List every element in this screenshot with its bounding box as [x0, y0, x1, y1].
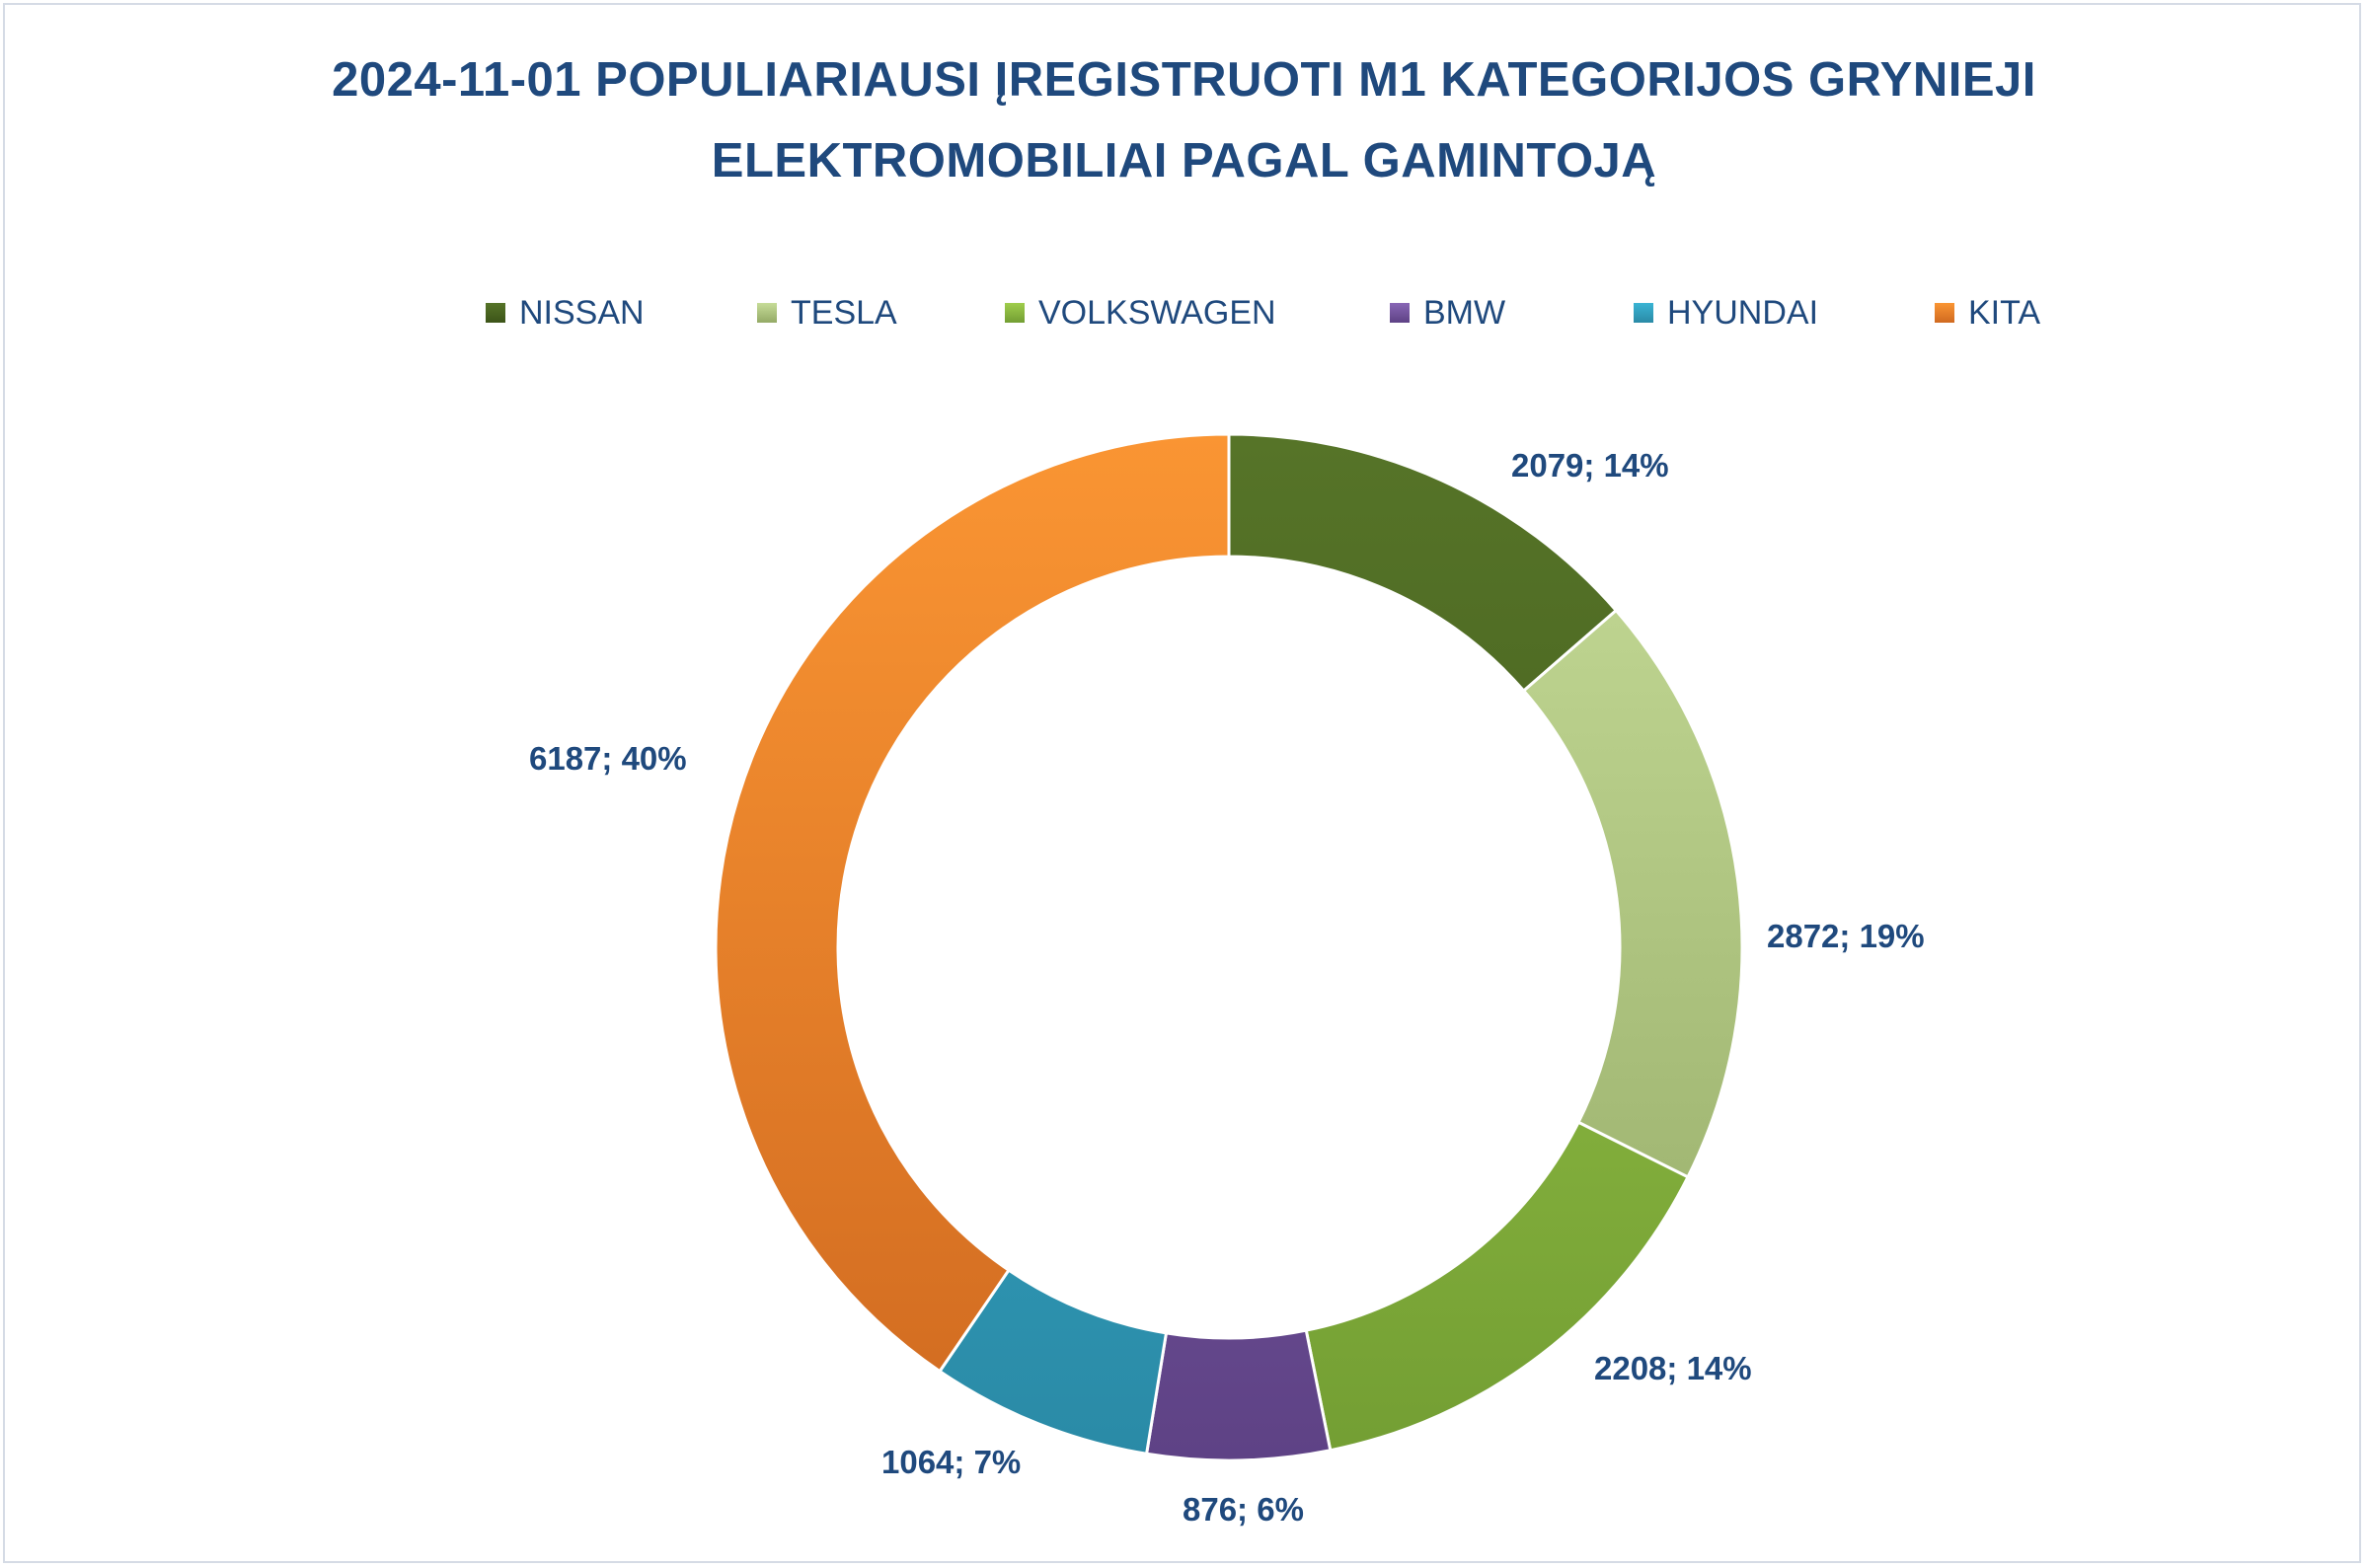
- legend-label-tesla: TESLA: [791, 293, 897, 332]
- legend-label-kita: KITA: [1968, 293, 2041, 332]
- data-label-nissan: 2079; 14%: [1511, 447, 1669, 484]
- legend-item-nissan: NISSAN: [486, 288, 645, 337]
- legend-item-kita: KITA: [1935, 288, 2040, 337]
- chart-title: 2024-11-01 POPULIARIAUSI ĮREGISTRUOTI M1…: [0, 39, 2368, 201]
- slice-bmw: [1144, 1328, 1333, 1462]
- doughnut-slices: [714, 432, 1744, 1462]
- chart-frame: [3, 3, 2361, 1563]
- chart-title-line-1: 2024-11-01 POPULIARIAUSI ĮREGISTRUOTI M1…: [332, 53, 2036, 107]
- legend-swatch-nissan: [486, 303, 505, 323]
- data-label-kita: 6187; 40%: [529, 740, 687, 777]
- legend-item-bmw: BMW: [1390, 288, 1505, 337]
- legend-swatch-bmw: [1390, 303, 1410, 323]
- data-label-bmw: 876; 6%: [1183, 1491, 1304, 1528]
- legend-swatch-tesla: [757, 303, 777, 323]
- data-label-tesla: 2872; 19%: [1767, 918, 1925, 954]
- legend-label-hyundai: HYUNDAI: [1667, 293, 1819, 332]
- legend-label-bmw: BMW: [1423, 293, 1506, 332]
- chart-title-line-2: ELEKTROMOBILIAI PAGAL GAMINTOJĄ: [711, 134, 1657, 187]
- legend-swatch-hyundai: [1634, 303, 1653, 323]
- legend-swatch-volkswagen: [1005, 303, 1025, 323]
- legend-label-nissan: NISSAN: [519, 293, 645, 332]
- legend-label-volkswagen: VOLKSWAGEN: [1038, 293, 1276, 332]
- slice-kita: [714, 432, 1231, 1374]
- data-label-volkswagen: 2208; 14%: [1594, 1350, 1752, 1386]
- data-label-hyundai: 1064; 7%: [881, 1444, 1022, 1480]
- legend-item-volkswagen: VOLKSWAGEN: [1005, 288, 1276, 337]
- slice-volkswagen: [1304, 1120, 1690, 1453]
- legend-item-tesla: TESLA: [757, 288, 897, 337]
- slice-tesla: [1521, 608, 1744, 1179]
- legend-item-hyundai: HYUNDAI: [1634, 288, 1818, 337]
- chart-legend: NISSAN TESLA VOLKSWAGEN BMW HYUNDAI KITA: [0, 288, 2368, 337]
- legend-swatch-kita: [1935, 303, 1954, 323]
